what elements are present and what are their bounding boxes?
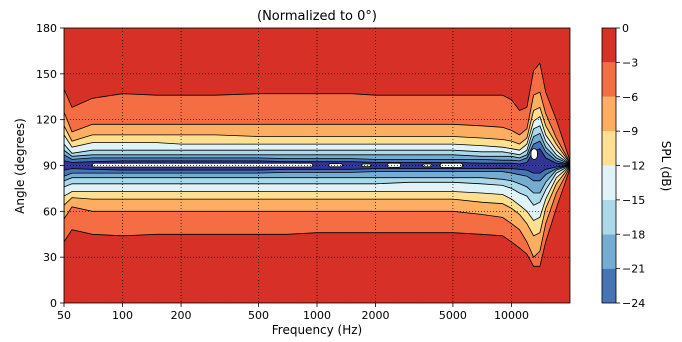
colorbar-segment [602, 62, 616, 97]
colorbar-tick-label: −3 [622, 56, 638, 69]
x-tick-label: 5000 [439, 309, 467, 322]
y-tick-label: 90 [43, 160, 57, 173]
colorbar-segment [602, 268, 616, 303]
colorbar-label: SPL (dB) [659, 141, 673, 192]
y-tick-label: 60 [43, 205, 57, 218]
below-range-region [92, 162, 314, 168]
colorbar-segment [602, 96, 616, 132]
x-axis-ticks: 50 100 200 500 1000 2000 5000 10000 [57, 303, 529, 322]
colorbar: −24 −21 −18 −15 −12 −9 −6 −3 0 [601, 22, 645, 310]
grid-lines [64, 28, 570, 303]
x-tick-label: 100 [112, 309, 133, 322]
y-tick-label: 180 [36, 22, 57, 35]
y-tick-label: 120 [36, 114, 57, 127]
x-tick-label: 2000 [362, 309, 390, 322]
y-tick-label: 0 [50, 297, 57, 310]
colorbar-segment [602, 131, 616, 166]
below-range-region [361, 163, 372, 167]
x-axis-label: Frequency (Hz) [272, 323, 363, 337]
below-range-region [530, 148, 538, 160]
y-axis-ticks: 0 30 60 90 120 150 180 [36, 22, 64, 310]
y-tick-label: 150 [36, 68, 57, 81]
colorbar-segment [602, 165, 616, 200]
colorbar-segment [602, 234, 616, 269]
colorbar-tick-label: −6 [622, 91, 638, 104]
colorbar-segment [602, 199, 616, 235]
colorbar-tick-label: −21 [622, 263, 645, 276]
colorbar-tick-label: 0 [622, 22, 629, 35]
y-axis-label: Angle (degrees) [13, 118, 27, 214]
x-tick-label: 1000 [303, 309, 331, 322]
x-tick-label: 50 [57, 309, 71, 322]
y-tick-label: 30 [43, 251, 57, 264]
plot-area [64, 28, 570, 303]
colorbar-tick-label: −12 [622, 160, 645, 173]
chart-title: (Normalized to 0°) [257, 9, 377, 24]
colorbar-tick-label: −18 [622, 228, 645, 241]
colorbar-tick-label: −15 [622, 194, 645, 207]
colorbar-segment [602, 28, 616, 63]
x-tick-label: 500 [248, 309, 269, 322]
x-tick-label: 200 [171, 309, 192, 322]
colorbar-tick-label: −24 [622, 297, 645, 310]
x-tick-label: 10000 [494, 309, 529, 322]
colorbar-tick-label: −9 [622, 125, 638, 138]
